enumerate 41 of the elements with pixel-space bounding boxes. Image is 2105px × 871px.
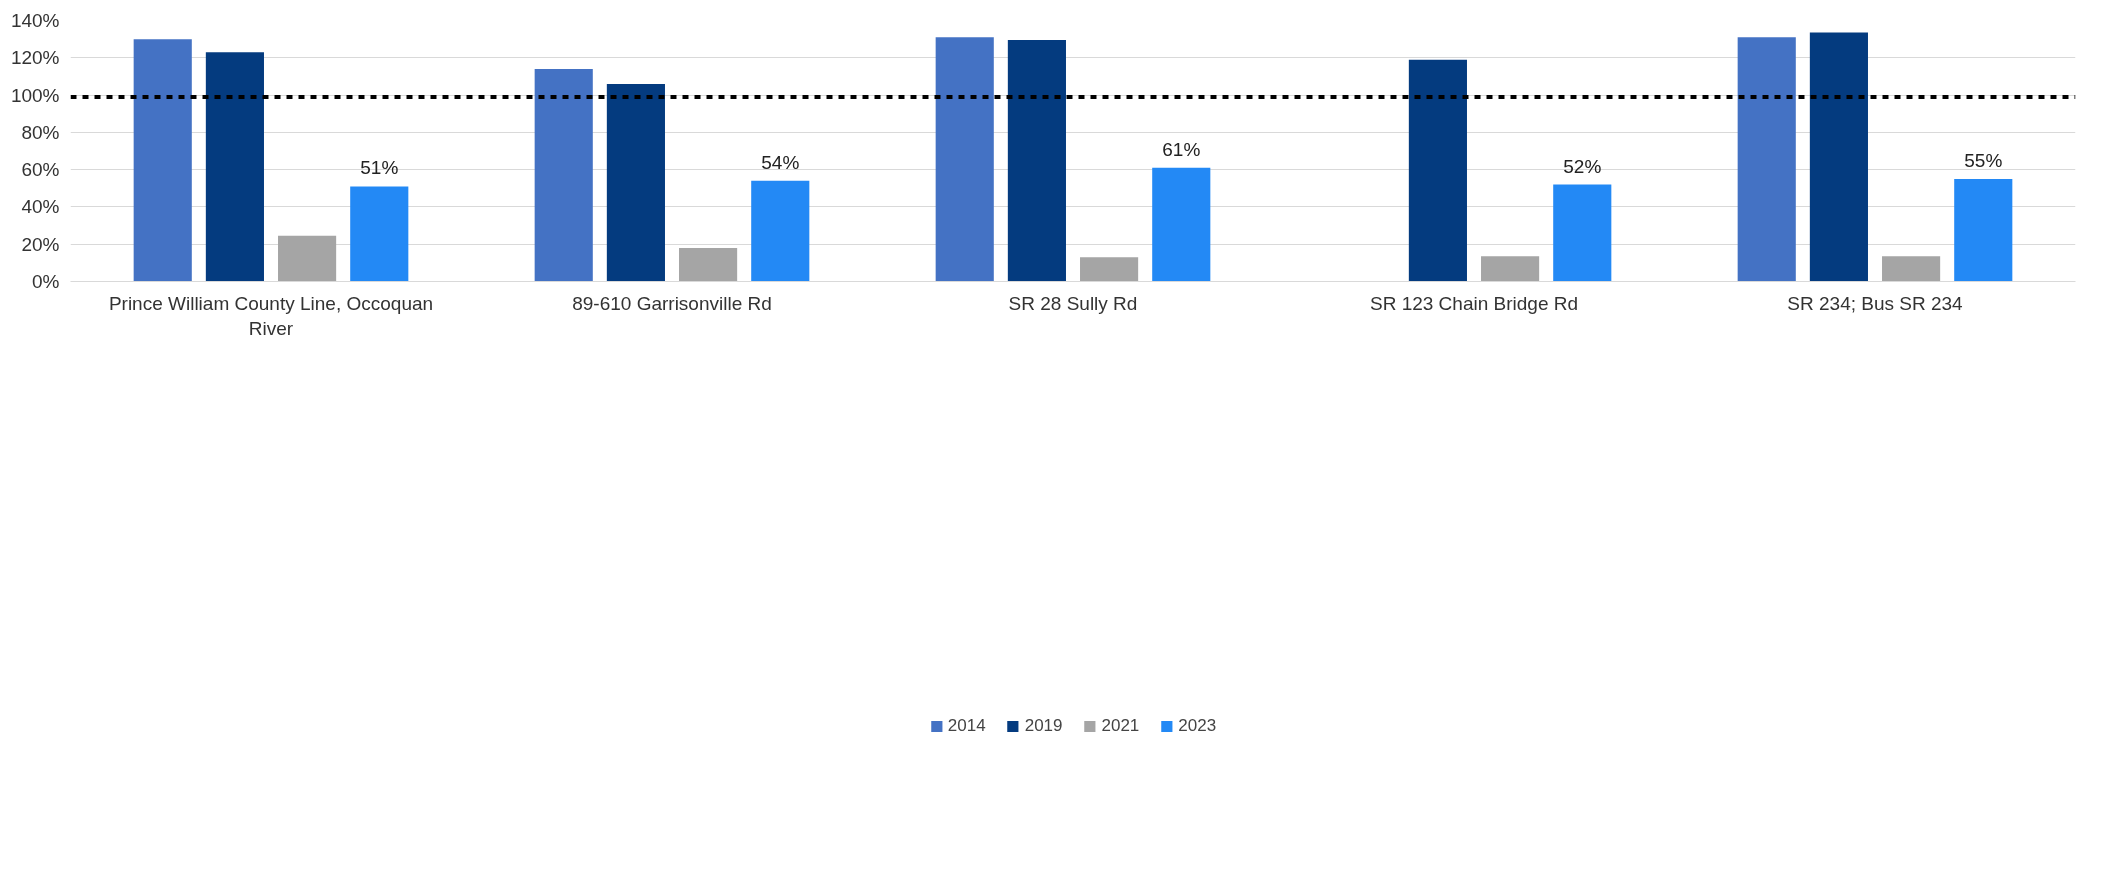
y-tick-label: 80% [21, 121, 60, 143]
bar [1737, 37, 1796, 282]
bar [751, 180, 810, 282]
y-tick-label: 100% [10, 84, 60, 106]
x-tick-label: SR 28 Sully Rd [1008, 292, 1138, 314]
bar [1553, 184, 1612, 282]
y-tick-label: 60% [21, 159, 60, 181]
bar [606, 83, 665, 282]
bar [278, 235, 337, 282]
bar [1481, 256, 1540, 282]
y-tick-label: 120% [10, 47, 60, 69]
bar [935, 37, 994, 282]
bar [350, 186, 409, 282]
legend-label: 2014 [947, 716, 986, 736]
legend-label: 2021 [1101, 716, 1140, 736]
data-label: 55% [1964, 149, 2003, 171]
data-label: 54% [761, 151, 800, 173]
bar [1408, 59, 1467, 282]
data-label: 61% [1162, 138, 1201, 160]
legend-label: 2019 [1024, 716, 1063, 736]
y-tick-label: 140% [10, 10, 60, 31]
bar [133, 39, 192, 282]
bar [205, 52, 264, 282]
bar [534, 68, 593, 282]
bar [679, 247, 738, 282]
y-tick-label: 20% [21, 233, 60, 255]
x-tick-label: Prince William County Line, Occoquan River [108, 292, 434, 339]
x-tick-label: SR 234; Bus SR 234 [1787, 292, 1964, 314]
x-tick-label: 89-610 Garrisonville Rd [572, 292, 772, 314]
bar [1007, 40, 1066, 282]
data-label: 52% [1563, 155, 1602, 177]
y-tick-label: 0% [32, 271, 60, 292]
bar [1080, 257, 1139, 282]
legend-label: 2023 [1178, 716, 1217, 736]
x-tick-label: SR 123 Chain Bridge Rd [1369, 292, 1579, 314]
bar [1152, 167, 1211, 282]
bar [1954, 178, 2013, 282]
bar [1882, 256, 1941, 282]
data-label: 51% [360, 157, 399, 179]
y-tick-label: 40% [21, 196, 60, 218]
bar [1809, 32, 1868, 282]
